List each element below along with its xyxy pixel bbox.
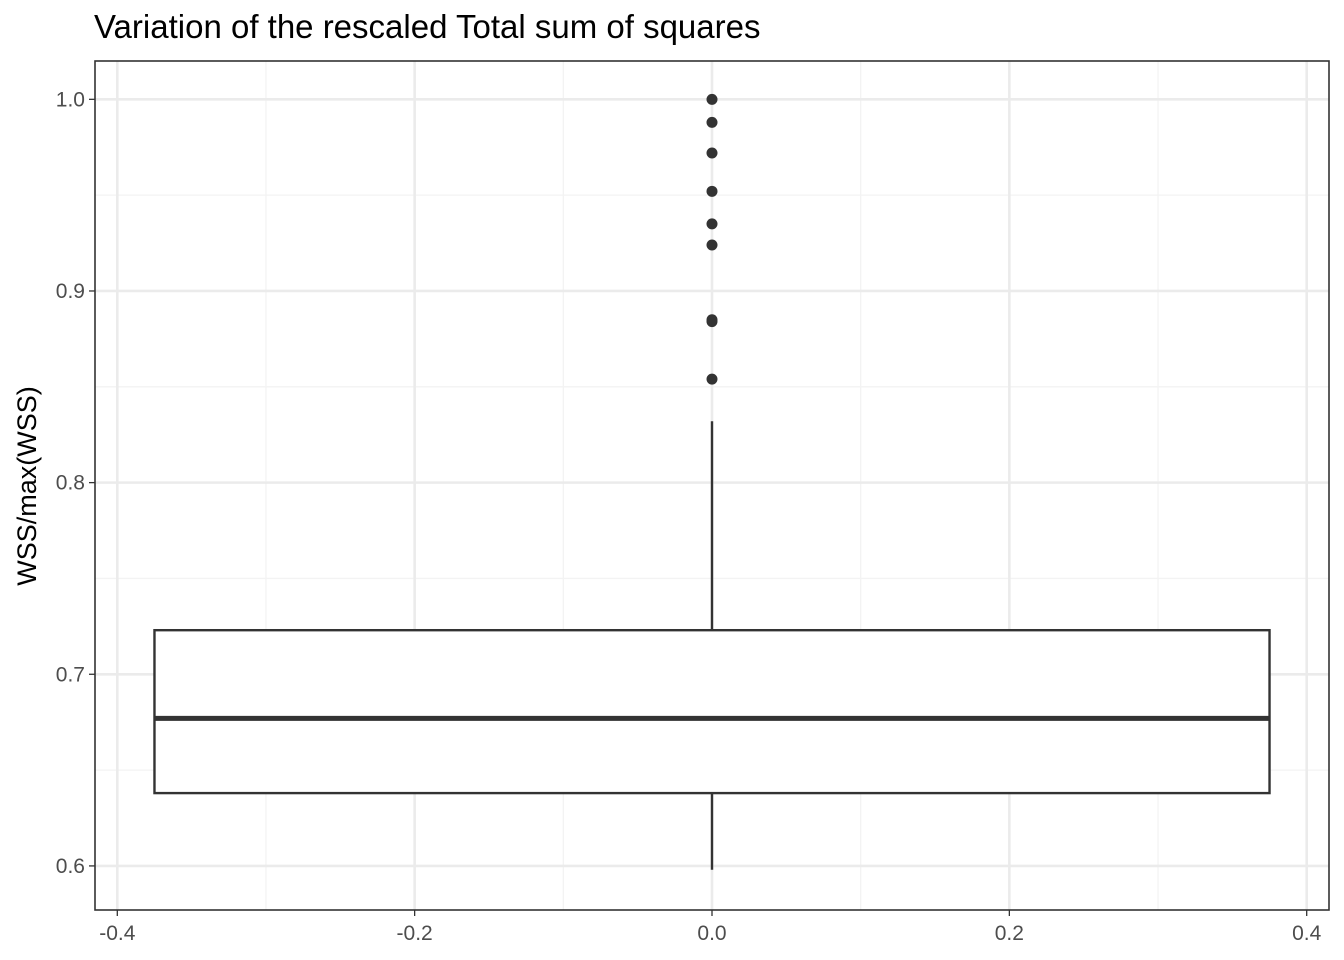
box-layer <box>153 421 1271 870</box>
y-axis-label: WSS/max(WSS) <box>12 386 42 586</box>
y-axis-ticks: 0.6 0.7 0.8 0.9 1.0 <box>56 88 95 878</box>
chart-title: Variation of the rescaled Total sum of s… <box>94 8 760 45</box>
x-tick-label: -0.2 <box>397 922 433 945</box>
y-tick-label: 0.9 <box>56 280 85 303</box>
x-axis-ticks: -0.4 -0.2 0.0 0.2 0.4 <box>99 910 1322 945</box>
outlier-point <box>706 239 718 251</box>
x-tick-label: 0.2 <box>995 922 1024 945</box>
y-tick-label: 1.0 <box>56 88 85 111</box>
y-tick-label: 0.8 <box>56 472 85 495</box>
interquartile-box <box>153 628 1271 795</box>
outlier-point <box>706 185 718 197</box>
x-tick-label: -0.4 <box>99 922 136 945</box>
outlier-point <box>706 314 718 326</box>
y-tick-label: 0.7 <box>56 663 85 686</box>
outlier-layer <box>706 93 718 385</box>
outlier-point <box>706 93 718 105</box>
y-tick-label: 0.6 <box>56 855 85 878</box>
x-tick-label: 0.4 <box>1292 922 1322 945</box>
outlier-point <box>706 147 718 159</box>
outlier-point <box>706 116 718 128</box>
outlier-point <box>706 218 718 230</box>
x-tick-label: 0.0 <box>697 922 726 945</box>
outlier-point <box>706 373 718 385</box>
